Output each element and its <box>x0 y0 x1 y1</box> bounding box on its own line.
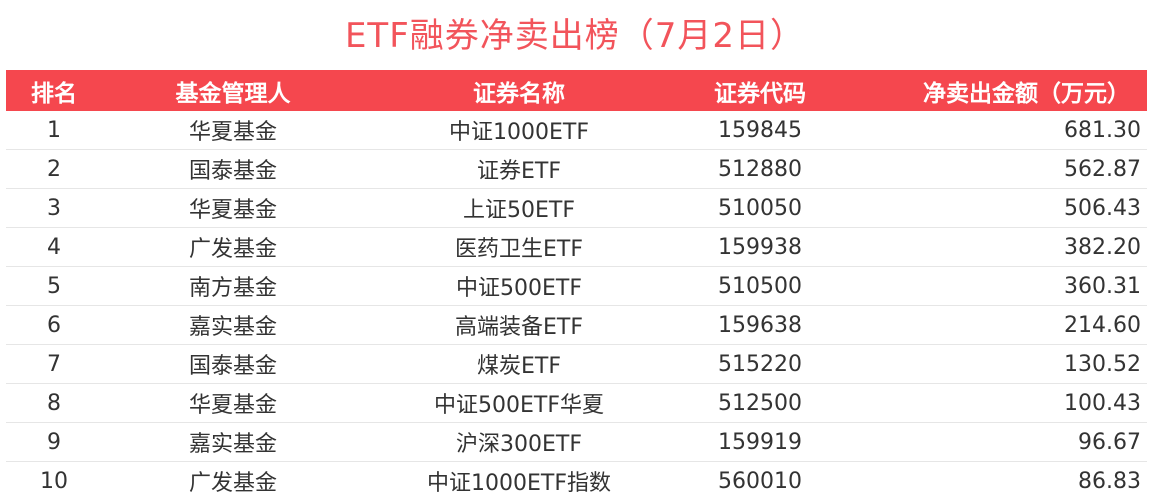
table-row: 5 南方基金 中证500ETF 510500 360.31 <box>6 266 1147 306</box>
net-sell-amount-cell: 382.20 <box>846 227 1147 267</box>
security-code-cell: 510500 <box>674 266 846 306</box>
manager-cell: 国泰基金 <box>102 344 364 384</box>
net-sell-amount-cell: 86.83 <box>1078 468 1141 494</box>
rank-cell: 7 <box>6 344 102 384</box>
security-code-cell: 159919 <box>674 422 846 462</box>
security-name-cell: 中证500ETF华夏 <box>364 383 674 423</box>
net-sell-amount-cell: 562.87 <box>846 149 1147 189</box>
security-name-cell: 上证50ETF <box>364 188 674 228</box>
security-name-cell: 中证500ETF <box>364 266 674 306</box>
rank-cell: 5 <box>6 266 102 306</box>
header-net-sell-amount: 净卖出金额（万元） <box>846 70 1147 111</box>
table-row: 10 广发基金 中证1000ETF指数 560010 86.83 <box>6 462 1147 500</box>
security-code-cell: 159845 <box>674 111 846 150</box>
page-title: ETF融券净卖出榜（7月2日） <box>344 16 806 56</box>
security-name-cell: 中证1000ETF指数 <box>427 471 611 496</box>
table-row: 7 国泰基金 煤炭ETF 515220 130.52 <box>6 344 1147 384</box>
table-row: 2 国泰基金 证券ETF 512880 562.87 <box>6 149 1147 189</box>
manager-cell: 国泰基金 <box>102 149 364 189</box>
manager-cell: 南方基金 <box>102 266 364 306</box>
rank-cell: 1 <box>6 111 102 150</box>
manager-cell: 嘉实基金 <box>102 305 364 345</box>
security-code-cell: 512500 <box>674 383 846 423</box>
rank-cell: 4 <box>6 227 102 267</box>
manager-cell: 广发基金 <box>188 471 277 496</box>
rank-cell: 9 <box>6 422 102 462</box>
manager-cell: 华夏基金 <box>102 111 364 150</box>
header-security-code: 证券代码 <box>674 70 846 111</box>
table-row: 1 华夏基金 中证1000ETF 159845 681.30 <box>6 111 1147 150</box>
header-rank: 排名 <box>6 70 102 111</box>
table-header-row: 排名 基金管理人 证券名称 证券代码 净卖出金额（万元） <box>6 70 1147 111</box>
table-row: 8 华夏基金 中证500ETF华夏 512500 100.43 <box>6 383 1147 423</box>
security-code-cell: 510050 <box>674 188 846 228</box>
security-name-cell: 煤炭ETF <box>364 344 674 384</box>
table-row: 6 嘉实基金 高端装备ETF 159638 214.60 <box>6 305 1147 345</box>
header-security-name: 证券名称 <box>364 70 674 111</box>
rank-cell: 10 <box>40 468 68 494</box>
manager-cell: 嘉实基金 <box>102 422 364 462</box>
ranking-table: 排名 基金管理人 证券名称 证券代码 净卖出金额（万元） 1 华夏基金 中证1000… <box>6 70 1147 500</box>
manager-cell: 华夏基金 <box>102 383 364 423</box>
security-code-cell: 159638 <box>674 305 846 345</box>
net-sell-amount-cell: 130.52 <box>846 344 1147 384</box>
security-name-cell: 高端装备ETF <box>364 305 674 345</box>
rank-cell: 6 <box>6 305 102 345</box>
net-sell-amount-cell: 214.60 <box>846 305 1147 345</box>
rank-cell: 3 <box>6 188 102 228</box>
security-code-cell: 159938 <box>674 227 846 267</box>
security-name-cell: 沪深300ETF <box>364 422 674 462</box>
manager-cell: 华夏基金 <box>102 188 364 228</box>
header-manager: 基金管理人 <box>102 70 364 111</box>
table-row: 3 华夏基金 上证50ETF 510050 506.43 <box>6 188 1147 228</box>
rank-cell: 8 <box>6 383 102 423</box>
rank-cell: 2 <box>6 149 102 189</box>
security-name-cell: 中证1000ETF <box>364 111 674 150</box>
security-name-cell: 证券ETF <box>364 149 674 189</box>
table-row: 9 嘉实基金 沪深300ETF 159919 96.67 <box>6 422 1147 462</box>
manager-cell: 广发基金 <box>102 227 364 267</box>
security-code-cell: 512880 <box>674 149 846 189</box>
net-sell-amount-cell: 681.30 <box>846 111 1147 150</box>
net-sell-amount-cell: 506.43 <box>846 188 1147 228</box>
net-sell-amount-cell: 100.43 <box>846 383 1147 423</box>
table-row: 4 广发基金 医药卫生ETF 159938 382.20 <box>6 227 1147 267</box>
security-name-cell: 医药卫生ETF <box>364 227 674 267</box>
table-body: 1 华夏基金 中证1000ETF 159845 681.30 2 国泰基金 证券ETF 5128… <box>6 111 1147 500</box>
security-code-cell: 560010 <box>718 468 802 494</box>
net-sell-amount-cell: 96.67 <box>846 422 1147 462</box>
net-sell-amount-cell: 360.31 <box>846 266 1147 306</box>
security-code-cell: 515220 <box>674 344 846 384</box>
